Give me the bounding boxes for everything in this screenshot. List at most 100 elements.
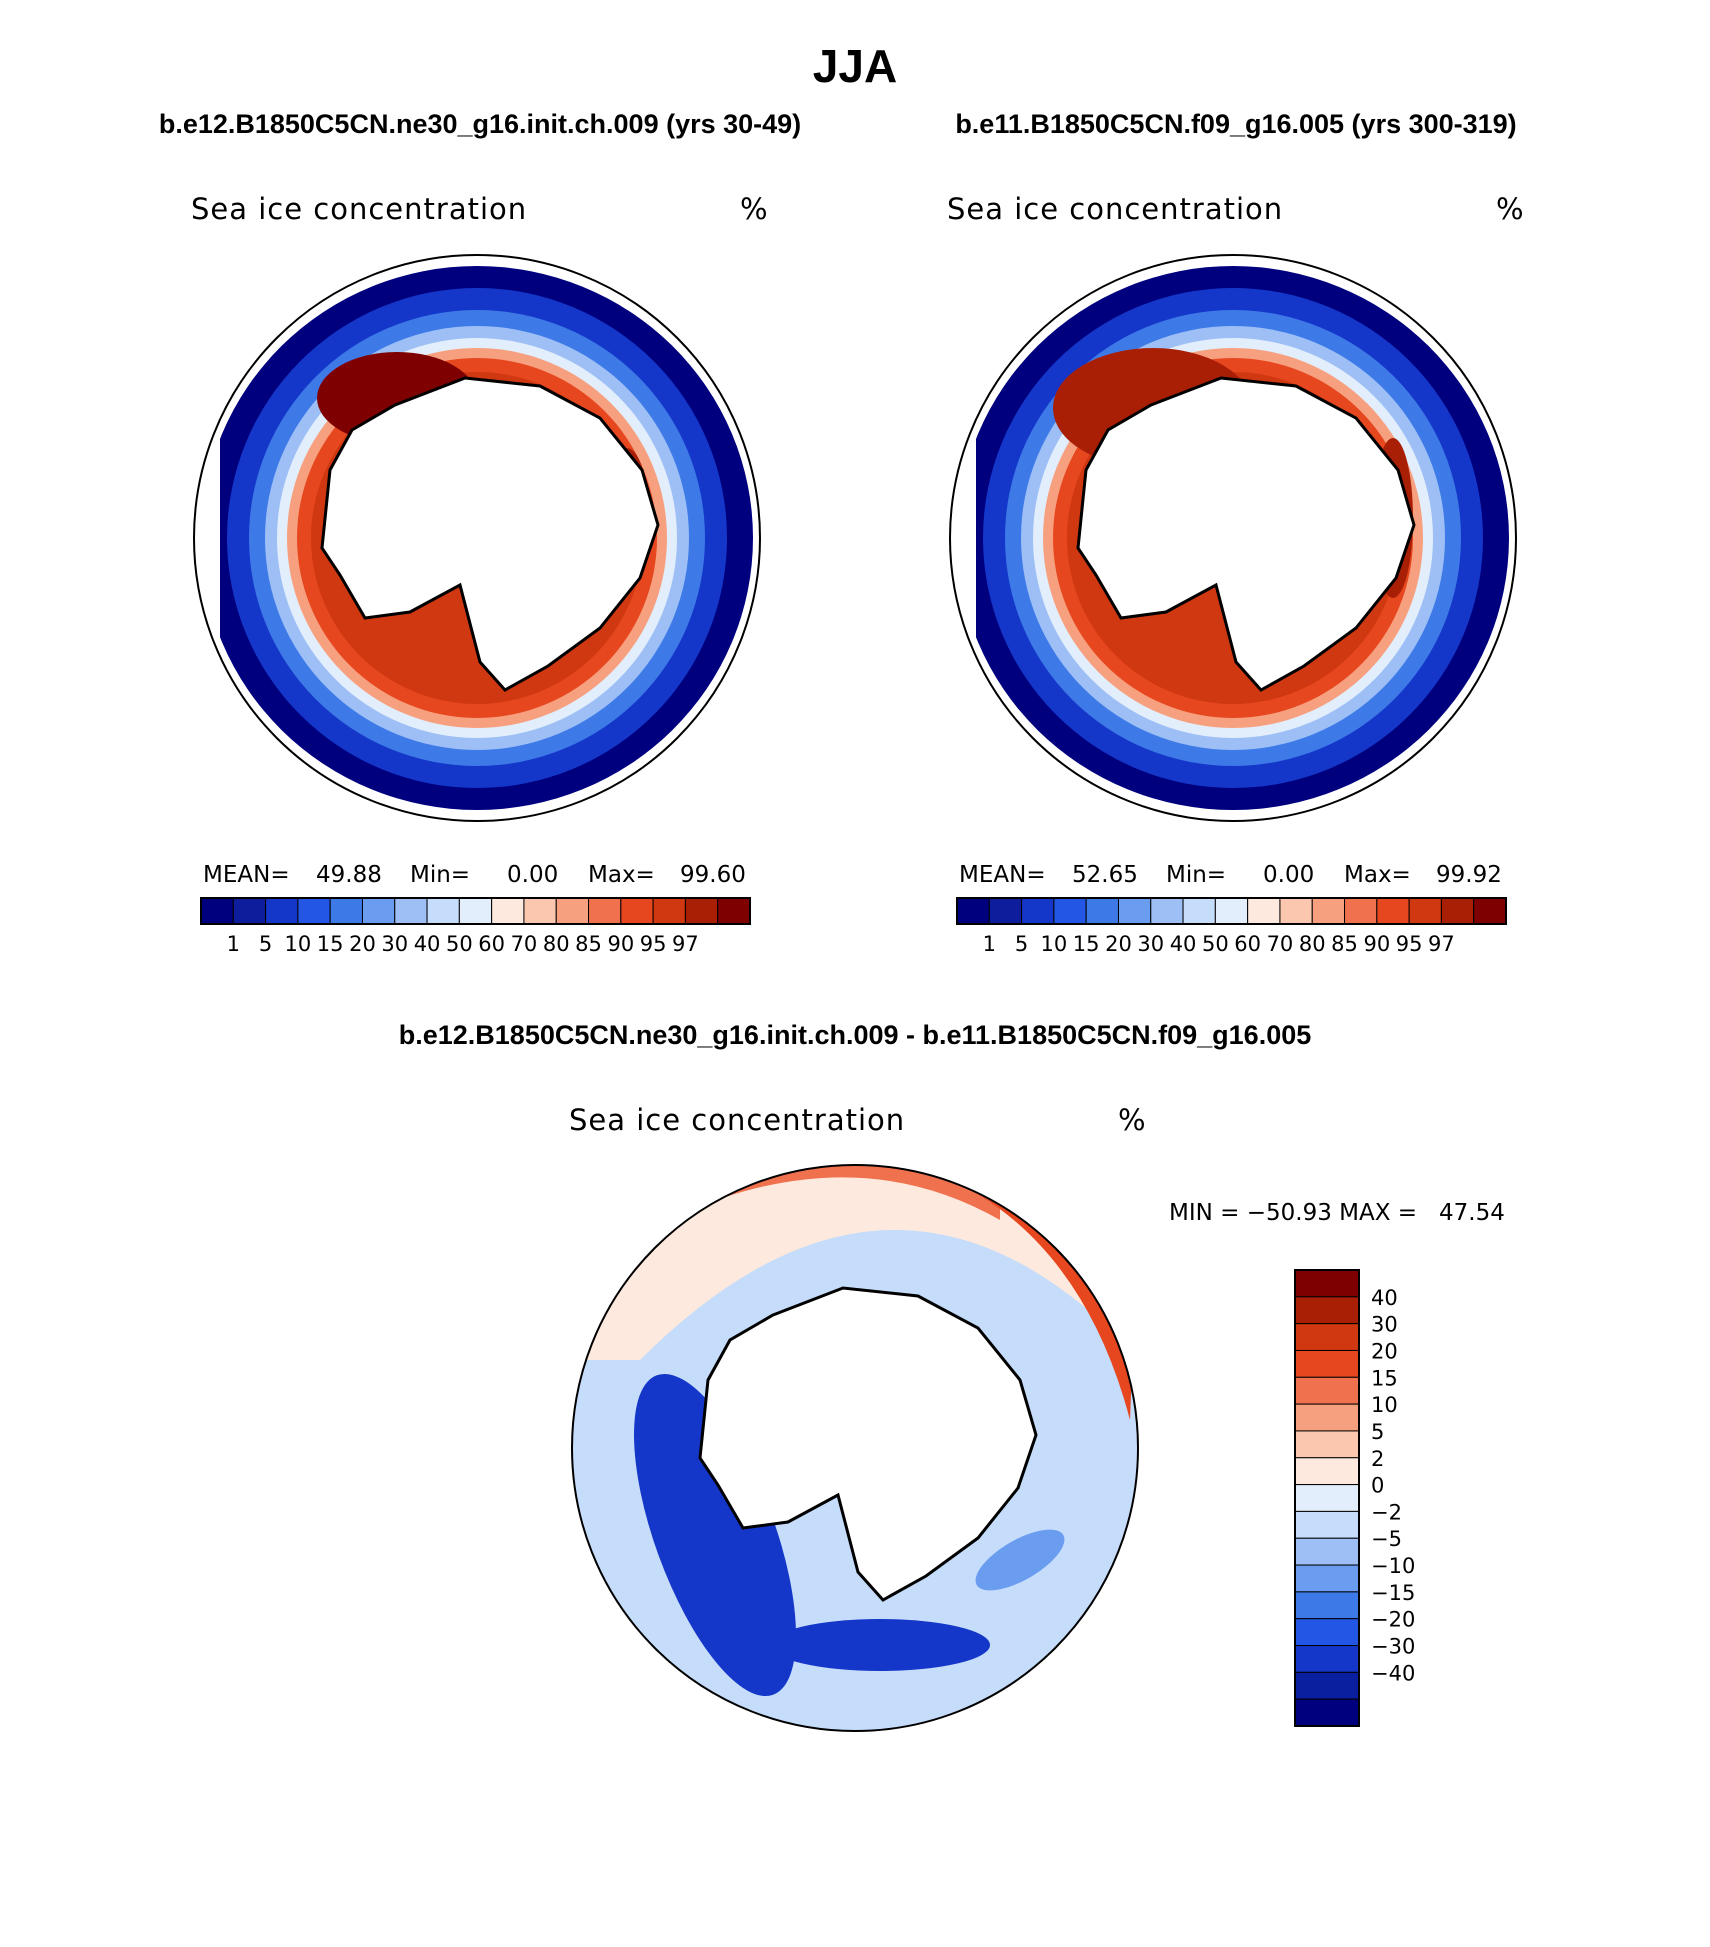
right-colorbar-tick-label: 30 [1137,932,1164,956]
left-max-value: 99.60 [680,862,746,888]
left-colorbar-swatch [329,897,363,925]
left-colorbar-swatch [200,897,234,925]
diff-units-label: % [1118,1103,1146,1137]
left-colorbar-tick-label: 95 [640,932,667,956]
left-panel-heading: b.e12.B1850C5CN.ne30_g16.init.ch.009 (yr… [159,109,801,139]
diff-colorbar-swatch [1294,1349,1360,1378]
right-colorbar-swatch [956,897,990,925]
right-stats: MEAN= 52.65 Min= 0.00 Max= 99.92 [959,862,1502,888]
left-colorbar-tick-label: 30 [381,932,408,956]
left-mean-value: 49.88 [316,862,382,888]
right-colorbar-swatch [1473,897,1507,925]
diff-map [571,1164,1139,1732]
right-colorbar-tick-label: 97 [1428,932,1455,956]
right-colorbar-swatch [1311,897,1346,925]
left-colorbar-swatch [232,897,267,925]
diff-colorbar-tick-label: −5 [1371,1527,1402,1551]
right-variable-label: Sea ice concentration [947,192,1283,226]
right-colorbar-tick-label: 95 [1396,932,1423,956]
left-colorbar-swatch [361,897,396,925]
diff-colorbar-swatch [1294,1564,1360,1593]
right-units-label: % [1496,192,1524,226]
diff-colorbar-tick-label: −15 [1371,1581,1415,1605]
right-colorbar-tick-label: 70 [1267,932,1294,956]
right-colorbar-swatch [1279,897,1313,925]
left-colorbar-tick-label: 40 [414,932,441,956]
right-colorbar-tick-label: 60 [1234,932,1261,956]
diff-colorbar-swatch [1294,1376,1360,1405]
left-colorbar-swatch [297,897,331,925]
right-colorbar-tick-label: 80 [1299,932,1326,956]
right-colorbar-swatch [1182,897,1216,925]
diff-colorbar-tick-label: −20 [1371,1608,1415,1632]
diff-colorbar-tick-label: −30 [1371,1635,1415,1659]
left-colorbar-swatch [265,897,299,925]
left-colorbar-tick-label: 15 [317,932,344,956]
right-colorbar-swatch [1247,897,1281,925]
right-colorbar-tick-label: 90 [1363,932,1390,956]
right-map [949,254,1517,822]
right-mean-value: 52.65 [1072,862,1138,888]
diff-colorbar-swatch [1294,1671,1360,1700]
left-colorbar-tick-label: 50 [446,932,473,956]
diff-panel-heading: b.e12.B1850C5CN.ne30_g16.init.ch.009 - b… [399,1020,1312,1050]
diff-colorbar-tick-label: 20 [1371,1339,1398,1363]
right-colorbar-tick-label: 85 [1331,932,1358,956]
diff-colorbar-tick-label: 0 [1371,1474,1384,1498]
diff-range-text: MIN = −50.93 MAX = 47.54 [1169,1200,1505,1226]
diff-colorbar-tick-label: −10 [1371,1554,1415,1578]
left-colorbar-tick-label: 20 [349,932,376,956]
right-colorbar-frame [956,897,1507,925]
diff-colorbar-tick-label: −2 [1371,1500,1402,1524]
diff-colorbar-swatch [1294,1457,1360,1486]
left-min-value: 0.00 [507,862,558,888]
diff-antarctica [698,1286,1038,1602]
right-colorbar-swatch [1376,897,1410,925]
left-min-label: Min= [410,862,470,888]
right-panel-heading: b.e11.B1850C5CN.f09_g16.005 (yrs 300-319… [955,109,1516,139]
right-colorbar-swatch [1150,897,1184,925]
diff-colorbar-tick-label: 2 [1371,1447,1384,1471]
right-colorbar-tick-label: 40 [1170,932,1197,956]
diff-colorbar-swatch [1294,1484,1360,1512]
right-colorbar-tick-label: 5 [1015,932,1028,956]
right-min-value: 0.00 [1263,862,1314,888]
right-antarctica [1076,376,1416,692]
left-colorbar-tick-label: 97 [672,932,699,956]
right-colorbar-swatch [1214,897,1249,925]
right-colorbar-tick-label: 15 [1073,932,1100,956]
diff-colorbar-swatch [1294,1591,1360,1620]
left-colorbar: 1 5 10 15 20 30 40 50 60 70 80 85 90 95 97 [200,897,751,956]
diff-colorbar-swatch [1294,1296,1360,1325]
diff-colorbar-swatch [1294,1403,1360,1432]
left-colorbar-tick-label: 5 [259,932,272,956]
diff-variable-label: Sea ice concentration [569,1103,905,1137]
right-colorbar-tick-label: 50 [1202,932,1229,956]
diff-colorbar-tick-label: 10 [1371,1393,1398,1417]
right-colorbar-swatch [1053,897,1087,925]
right-colorbar-tick-label: 1 [983,932,996,956]
right-mean-label: MEAN= [959,862,1046,888]
right-colorbar-swatch [1021,897,1055,925]
diff-colorbar-swatch [1294,1537,1360,1566]
left-colorbar-swatch [523,897,557,925]
diff-colorbar-tick-label: 5 [1371,1420,1384,1444]
right-colorbar-swatch [1117,897,1152,925]
right-max-value: 99.92 [1436,862,1502,888]
diff-colorbar-tick-label: 40 [1371,1286,1398,1310]
left-variable-label: Sea ice concentration [191,192,527,226]
left-colorbar-tick-label: 60 [478,932,505,956]
right-colorbar-swatch [1085,897,1119,925]
left-colorbar-tick-label: 80 [543,932,570,956]
left-colorbar-tick-label: 1 [227,932,240,956]
diff-colorbar-swatch [1294,1618,1360,1647]
left-colorbar-swatch [717,897,751,925]
diff-colorbar-swatch [1294,1269,1360,1298]
right-colorbar-swatch [1408,897,1442,925]
left-mean-label: MEAN= [203,862,290,888]
left-colorbar-swatch [458,897,493,925]
diff-colorbar-swatch [1294,1323,1360,1351]
right-colorbar-tick-label: 20 [1105,932,1132,956]
diff-colorbar-swatch [1294,1698,1360,1727]
